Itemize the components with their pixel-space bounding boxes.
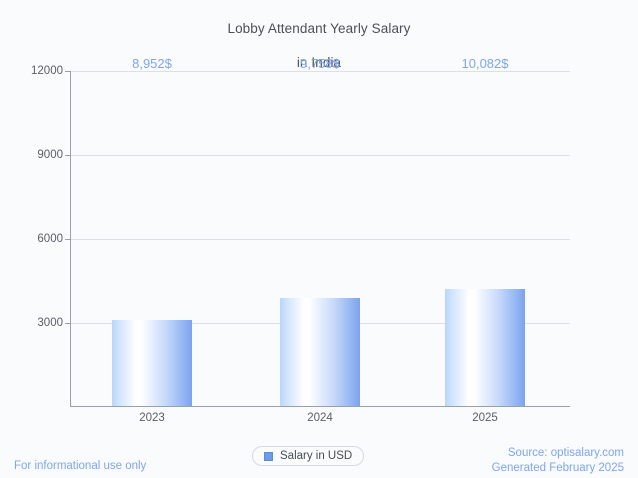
bar-value-2025: 10,082$	[461, 56, 509, 71]
y-axis-label-9000: 9000	[37, 149, 63, 161]
x-axis-label-2024: 2024	[307, 412, 333, 424]
y-axis-label-3000: 3000	[37, 317, 63, 329]
bar-value-2024: 9,758$	[300, 56, 340, 71]
y-axis-labels: 12000 9000 6000 3000	[0, 0, 63, 478]
y-axis-tick-6000	[65, 239, 70, 240]
footer-attribution: Source: optisalary.com Generated Februar…	[492, 446, 624, 476]
y-axis-tick-9000	[65, 155, 70, 156]
chart-title: Lobby Attendant Yearly Salary in India	[0, 3, 638, 88]
bar-2025[interactable]	[445, 289, 525, 406]
gridline-6000	[71, 239, 570, 240]
y-axis-label-6000: 6000	[37, 233, 63, 245]
source-text: Source: optisalary.com	[507, 447, 624, 459]
x-axis-line	[70, 406, 570, 407]
bar-value-2023: 8,952$	[132, 56, 172, 71]
x-axis-label-2025: 2025	[472, 412, 498, 424]
bar-2024[interactable]	[280, 298, 360, 406]
generated-date-text: Generated February 2025	[491, 462, 624, 474]
x-axis-label-2023: 2023	[139, 412, 165, 424]
y-axis-label-12000: 12000	[31, 65, 63, 77]
y-axis-tick-3000	[65, 323, 70, 324]
bar-2023[interactable]	[112, 320, 192, 406]
gridline-12000	[71, 71, 570, 72]
chart-title-line-2: in India	[296, 55, 342, 70]
gridline-9000	[71, 155, 570, 156]
legend-item-label: Salary in USD	[280, 450, 353, 462]
legend-swatch-icon	[264, 451, 273, 461]
chart-title-line-1: Lobby Attendant Yearly Salary	[227, 21, 411, 36]
y-axis-tick-12000	[65, 71, 70, 72]
chart-legend[interactable]: Salary in USD	[252, 446, 365, 466]
y-axis-line	[70, 71, 71, 407]
plot-area	[71, 71, 570, 406]
disclaimer-text: For informational use only	[14, 460, 147, 472]
